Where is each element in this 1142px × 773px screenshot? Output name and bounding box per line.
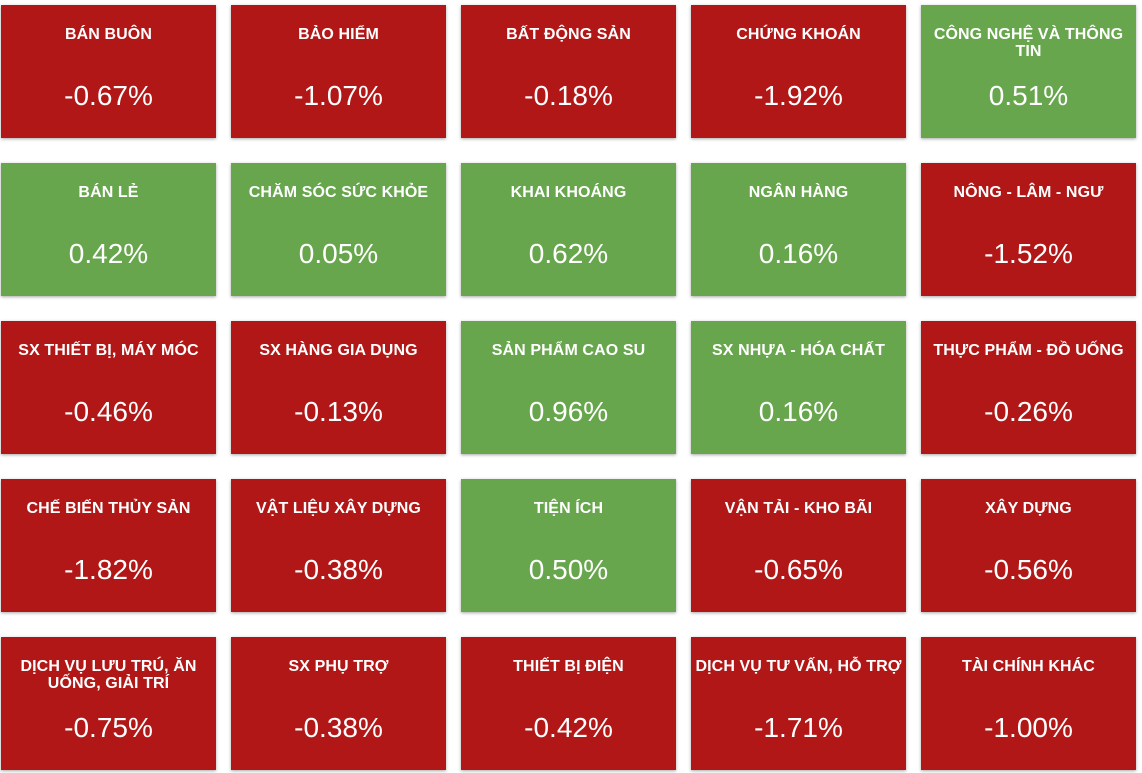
sector-tile[interactable]: BẢO HIỂM -1.07% bbox=[231, 5, 446, 138]
sector-name: VẬT LIỆU XÂY DỰNG bbox=[256, 500, 421, 517]
sector-name: CHẾ BIẾN THỦY SẢN bbox=[26, 500, 191, 517]
sector-name: DỊCH VỤ TƯ VẤN, HỖ TRỢ bbox=[695, 658, 902, 675]
sector-change: -0.46% bbox=[64, 396, 153, 427]
sector-change: -0.75% bbox=[64, 712, 153, 743]
sector-change: 0.16% bbox=[758, 396, 839, 427]
sector-change: -0.42% bbox=[524, 712, 613, 743]
sector-tile[interactable]: BÁN BUÔN -0.67% bbox=[1, 5, 216, 138]
sector-tile[interactable]: VẬT LIỆU XÂY DỰNG -0.38% bbox=[231, 479, 446, 612]
sector-name: TIỆN ÍCH bbox=[533, 500, 604, 517]
sector-tile[interactable]: CHẾ BIẾN THỦY SẢN -1.82% bbox=[1, 479, 216, 612]
sector-tile[interactable]: TÀI CHÍNH KHÁC -1.00% bbox=[921, 637, 1136, 770]
sector-tile[interactable]: CHĂM SÓC SỨC KHỎE 0.05% bbox=[231, 163, 446, 296]
sector-change: -1.07% bbox=[294, 80, 383, 111]
sector-name: BẢO HIỂM bbox=[298, 26, 379, 43]
sector-change: 0.16% bbox=[758, 238, 839, 269]
sector-name: NGÂN HÀNG bbox=[748, 184, 849, 201]
sector-tile[interactable]: BÁN LẺ 0.42% bbox=[1, 163, 216, 296]
sector-name: CHĂM SÓC SỨC KHỎE bbox=[248, 184, 429, 201]
sector-name: SX THIẾT BỊ, MÁY MÓC bbox=[18, 342, 199, 359]
sector-name: XÂY DỰNG bbox=[985, 500, 1072, 517]
sector-name: SX PHỤ TRỢ bbox=[288, 658, 389, 675]
sector-change: -1.92% bbox=[754, 80, 843, 111]
sector-name: NÔNG - LÂM - NGƯ bbox=[953, 184, 1104, 201]
sector-change: 0.96% bbox=[528, 396, 609, 427]
sector-name: BÁN LẺ bbox=[78, 184, 139, 201]
sector-tile[interactable]: SX HÀNG GIA DỤNG -0.13% bbox=[231, 321, 446, 454]
sector-name: TÀI CHÍNH KHÁC bbox=[962, 658, 1095, 675]
sector-name: SX HÀNG GIA DỤNG bbox=[259, 342, 418, 359]
sector-name: CÔNG NGHỆ VÀ THÔNG TIN bbox=[933, 26, 1124, 60]
sector-change: 0.05% bbox=[298, 238, 379, 269]
sector-tile[interactable]: CHỨNG KHOÁN -1.92% bbox=[691, 5, 906, 138]
sector-name: BÁN BUÔN bbox=[64, 26, 153, 43]
sector-name: KHAI KHOÁNG bbox=[510, 184, 627, 201]
sector-change: -1.82% bbox=[64, 554, 153, 585]
sector-change: -0.18% bbox=[524, 80, 613, 111]
sector-change: -1.52% bbox=[984, 238, 1073, 269]
sector-change: -1.00% bbox=[984, 712, 1073, 743]
sector-change: -0.38% bbox=[294, 554, 383, 585]
sector-tile[interactable]: SX NHỰA - HÓA CHẤT 0.16% bbox=[691, 321, 906, 454]
sector-change: -0.13% bbox=[294, 396, 383, 427]
sector-tile[interactable]: THỰC PHẨM - ĐỒ UỐNG -0.26% bbox=[921, 321, 1136, 454]
sector-change: 0.51% bbox=[988, 80, 1069, 111]
sector-tile[interactable]: BẤT ĐỘNG SẢN -0.18% bbox=[461, 5, 676, 138]
sector-name: DỊCH VỤ LƯU TRÚ, ĂN UỐNG, GIẢI TRÍ bbox=[20, 658, 197, 692]
sector-name: BẤT ĐỘNG SẢN bbox=[506, 26, 631, 43]
sector-name: VẬN TẢI - KHO BÃI bbox=[724, 500, 873, 517]
sector-tile[interactable]: DỊCH VỤ LƯU TRÚ, ĂN UỐNG, GIẢI TRÍ -0.75% bbox=[1, 637, 216, 770]
sector-change: 0.42% bbox=[68, 238, 149, 269]
sector-tile[interactable]: KHAI KHOÁNG 0.62% bbox=[461, 163, 676, 296]
sector-name: THIẾT BỊ ĐIỆN bbox=[513, 658, 624, 675]
sector-tile[interactable]: CÔNG NGHỆ VÀ THÔNG TIN 0.51% bbox=[921, 5, 1136, 138]
sector-change: -0.65% bbox=[754, 554, 843, 585]
sector-change: -1.71% bbox=[754, 712, 843, 743]
sector-change: -0.26% bbox=[984, 396, 1073, 427]
sector-change: -0.38% bbox=[294, 712, 383, 743]
sector-change: -0.67% bbox=[64, 80, 153, 111]
sector-name: THỰC PHẨM - ĐỒ UỐNG bbox=[933, 342, 1124, 359]
sector-tile[interactable]: XÂY DỰNG -0.56% bbox=[921, 479, 1136, 612]
sector-name: SX NHỰA - HÓA CHẤT bbox=[712, 342, 885, 359]
sector-change: -0.56% bbox=[984, 554, 1073, 585]
sector-change: 0.50% bbox=[528, 554, 609, 585]
sector-tile[interactable]: SX PHỤ TRỢ -0.38% bbox=[231, 637, 446, 770]
sector-change: 0.62% bbox=[528, 238, 609, 269]
sector-tile[interactable]: SẢN PHẨM CAO SU 0.96% bbox=[461, 321, 676, 454]
sector-tile[interactable]: NGÂN HÀNG 0.16% bbox=[691, 163, 906, 296]
sector-tile[interactable]: THIẾT BỊ ĐIỆN -0.42% bbox=[461, 637, 676, 770]
sector-tile[interactable]: NÔNG - LÂM - NGƯ -1.52% bbox=[921, 163, 1136, 296]
sector-name: CHỨNG KHOÁN bbox=[736, 26, 861, 43]
sector-tile[interactable]: SX THIẾT BỊ, MÁY MÓC -0.46% bbox=[1, 321, 216, 454]
sector-tile[interactable]: TIỆN ÍCH 0.50% bbox=[461, 479, 676, 612]
sector-name: SẢN PHẨM CAO SU bbox=[491, 342, 646, 359]
sector-tile[interactable]: DỊCH VỤ TƯ VẤN, HỖ TRỢ -1.71% bbox=[691, 637, 906, 770]
sector-grid: BÁN BUÔN -0.67% BẢO HIỂM -1.07% BẤT ĐỘNG S… bbox=[1, 5, 1136, 770]
sector-tile[interactable]: VẬN TẢI - KHO BÃI -0.65% bbox=[691, 479, 906, 612]
